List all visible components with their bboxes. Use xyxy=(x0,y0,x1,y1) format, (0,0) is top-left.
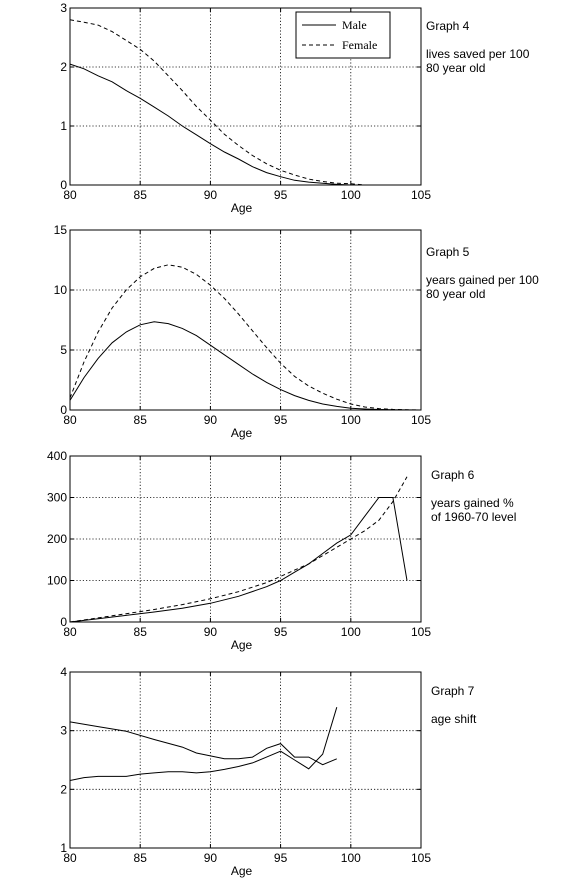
series-line-2 xyxy=(69,476,408,623)
graph-5-title: Graph 5 xyxy=(426,245,470,259)
graph-6-subtitle: years gained % of 1960-70 level xyxy=(431,496,517,524)
series-line-1 xyxy=(69,721,337,766)
y-tick-label: 2 xyxy=(60,60,67,74)
x-tick-label: 80 xyxy=(63,851,77,865)
x-tick-label: 90 xyxy=(204,625,218,639)
x-tick-label: 95 xyxy=(274,188,288,202)
x-tick-label: 100 xyxy=(341,851,361,865)
graph-5-caption: Graph 5 years gained per 100 80 year old xyxy=(426,231,539,315)
graph-6-caption: Graph 6 years gained % of 1960-70 level xyxy=(431,454,516,538)
graph-7-subtitle: age shift xyxy=(431,712,477,726)
y-tick-label: 2 xyxy=(60,782,67,796)
x-tick-label: 105 xyxy=(411,188,431,202)
legend: Male Female xyxy=(295,11,391,59)
chart-7: 80 85 90 95 100 105 1 2 3 4 Age xyxy=(60,665,431,878)
x-axis-label: Age xyxy=(231,864,253,878)
y-tick-label: 10 xyxy=(54,283,68,297)
graph-7-title: Graph 7 xyxy=(431,684,475,698)
x-tick-label: 80 xyxy=(63,625,77,639)
y-tick-label: 4 xyxy=(60,665,67,679)
x-tick-label: 100 xyxy=(341,188,361,202)
x-tick-label: 85 xyxy=(134,188,148,202)
series-line-2 xyxy=(69,264,422,411)
x-tick-label: 90 xyxy=(204,851,218,865)
x-tick-label: 90 xyxy=(204,413,218,427)
x-tick-label: 80 xyxy=(63,413,77,427)
y-tick-label: 15 xyxy=(54,223,68,237)
y-tick-label: 1 xyxy=(60,841,67,855)
graph-5-subtitle: years gained per 100 80 year old xyxy=(426,273,539,301)
x-tick-label: 80 xyxy=(63,188,77,202)
y-tick-label: 5 xyxy=(60,343,67,357)
y-tick-label: 3 xyxy=(60,724,67,738)
x-tick-label: 105 xyxy=(411,625,431,639)
plot-frame xyxy=(69,671,422,849)
y-tick-label: 3 xyxy=(60,1,67,15)
chart-4: 80 85 90 95 100 105 0 1 2 3 Age Male Female xyxy=(60,1,431,215)
series-line-male xyxy=(69,63,379,186)
y-tick-label: 0 xyxy=(60,178,67,192)
graph-4-caption: Graph 4 lives saved per 100 80 year old xyxy=(426,5,529,89)
graph-7-caption: Graph 7 age shift xyxy=(431,670,476,740)
x-tick-label: 105 xyxy=(411,851,431,865)
series-line-1 xyxy=(69,321,422,411)
x-tick-label: 95 xyxy=(274,851,288,865)
y-tick-label: 1 xyxy=(60,119,67,133)
y-tick-label: 300 xyxy=(47,491,67,505)
x-axis-label: Age xyxy=(231,426,253,440)
x-tick-label: 90 xyxy=(204,188,218,202)
x-tick-label: 85 xyxy=(134,413,148,427)
x-tick-label: 85 xyxy=(134,851,148,865)
graph-6-title: Graph 6 xyxy=(431,468,475,482)
y-tick-label: 100 xyxy=(47,574,67,588)
series-line-2 xyxy=(69,707,338,781)
plot-frame xyxy=(69,229,422,411)
x-axis-label: Age xyxy=(231,201,253,215)
x-tick-label: 105 xyxy=(411,413,431,427)
y-tick-label: 200 xyxy=(47,532,67,546)
y-tick-label: 0 xyxy=(60,615,67,629)
x-tick-label: 95 xyxy=(274,625,288,639)
plot-frame xyxy=(69,7,422,186)
chart-6: 80 85 90 95 100 105 0 100 200 300 400 Age xyxy=(47,449,431,652)
graph-4-title: Graph 4 xyxy=(426,19,470,33)
series-line-female xyxy=(69,19,379,186)
y-tick-label: 400 xyxy=(47,449,67,463)
x-tick-label: 100 xyxy=(341,413,361,427)
x-tick-label: 100 xyxy=(341,625,361,639)
y-tick-label: 0 xyxy=(60,403,67,417)
series-line-1 xyxy=(69,497,408,623)
x-axis-label: Age xyxy=(231,638,253,652)
legend-box xyxy=(295,11,391,59)
x-tick-label: 95 xyxy=(274,413,288,427)
graph-4-subtitle: lives saved per 100 80 year old xyxy=(426,47,530,75)
legend-label: Male xyxy=(342,18,367,32)
x-tick-label: 85 xyxy=(134,625,148,639)
legend-label: Female xyxy=(342,38,377,52)
chart-5: 80 85 90 95 100 105 0 5 10 15 Age xyxy=(54,223,432,440)
